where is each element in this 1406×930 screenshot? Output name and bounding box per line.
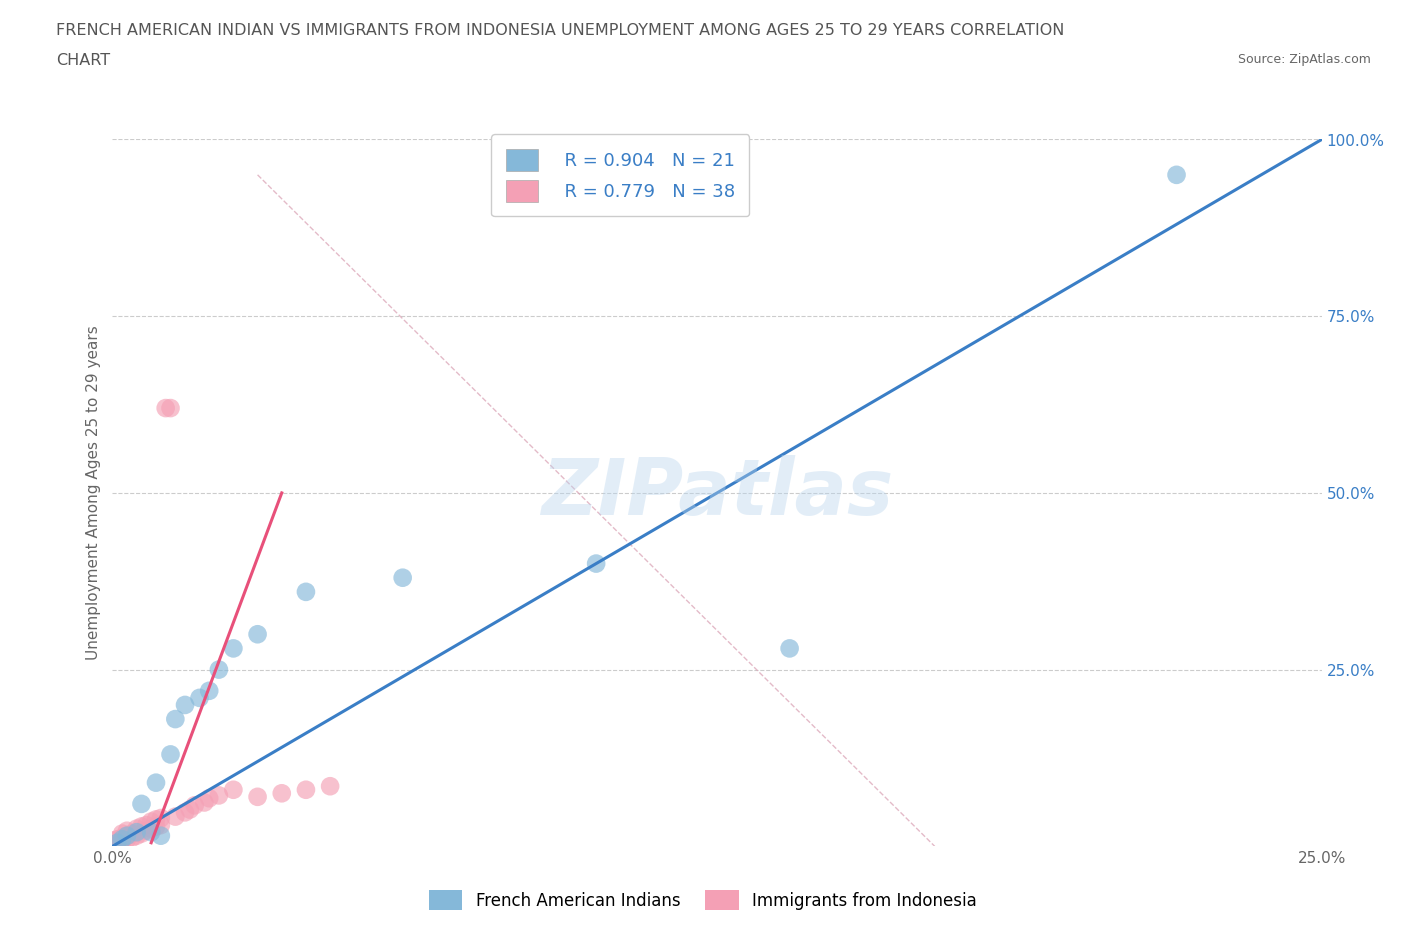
Text: ZIPatlas: ZIPatlas — [541, 455, 893, 531]
Point — [246, 790, 269, 804]
Point — [125, 821, 148, 836]
Point — [174, 805, 197, 820]
Point — [105, 835, 128, 850]
Point — [159, 747, 181, 762]
Point — [319, 778, 342, 793]
Point — [131, 826, 153, 841]
Point — [159, 401, 181, 416]
Point — [121, 830, 143, 845]
Point — [111, 831, 134, 846]
Point — [135, 817, 157, 832]
Point — [101, 837, 124, 852]
Point — [198, 684, 221, 698]
Point — [111, 834, 134, 849]
Point — [131, 819, 153, 834]
Point — [155, 401, 177, 416]
Point — [145, 776, 167, 790]
Point — [121, 826, 143, 841]
Point — [149, 829, 172, 844]
Y-axis label: Unemployment Among Ages 25 to 29 years: Unemployment Among Ages 25 to 29 years — [86, 326, 101, 660]
Point — [246, 627, 269, 642]
Point — [135, 823, 157, 838]
Point — [115, 829, 138, 844]
Point — [1166, 167, 1188, 182]
Point — [208, 662, 231, 677]
Point — [115, 831, 138, 846]
Point — [141, 814, 163, 829]
Point — [198, 790, 221, 805]
Point — [391, 570, 413, 585]
Point — [125, 825, 148, 840]
Legend:   R = 0.904   N = 21,   R = 0.779   N = 38: R = 0.904 N = 21, R = 0.779 N = 38 — [491, 135, 749, 217]
Point — [111, 830, 134, 845]
Point — [174, 698, 197, 712]
Text: Source: ZipAtlas.com: Source: ZipAtlas.com — [1237, 53, 1371, 66]
Point — [125, 829, 148, 844]
Point — [188, 690, 211, 705]
Point — [779, 641, 801, 656]
Point — [208, 788, 231, 803]
Point — [222, 641, 245, 656]
Point — [295, 584, 318, 599]
Point — [585, 556, 607, 571]
Point — [165, 711, 187, 726]
Point — [105, 831, 128, 846]
Point — [165, 809, 187, 824]
Point — [295, 782, 318, 797]
Text: FRENCH AMERICAN INDIAN VS IMMIGRANTS FROM INDONESIA UNEMPLOYMENT AMONG AGES 25 T: FRENCH AMERICAN INDIAN VS IMMIGRANTS FRO… — [56, 23, 1064, 38]
Point — [131, 796, 153, 811]
Point — [101, 833, 124, 848]
Point — [105, 835, 128, 850]
Point — [145, 819, 167, 834]
Point — [141, 825, 163, 840]
Point — [149, 817, 172, 832]
Point — [115, 823, 138, 838]
Point — [193, 795, 215, 810]
Point — [179, 802, 201, 817]
Legend: French American Indians, Immigrants from Indonesia: French American Indians, Immigrants from… — [422, 884, 984, 917]
Point — [149, 811, 172, 826]
Point — [183, 798, 205, 813]
Point — [111, 826, 134, 841]
Point — [141, 821, 163, 836]
Point — [145, 812, 167, 827]
Point — [270, 786, 292, 801]
Point — [115, 829, 138, 844]
Point — [222, 782, 245, 797]
Text: CHART: CHART — [56, 53, 110, 68]
